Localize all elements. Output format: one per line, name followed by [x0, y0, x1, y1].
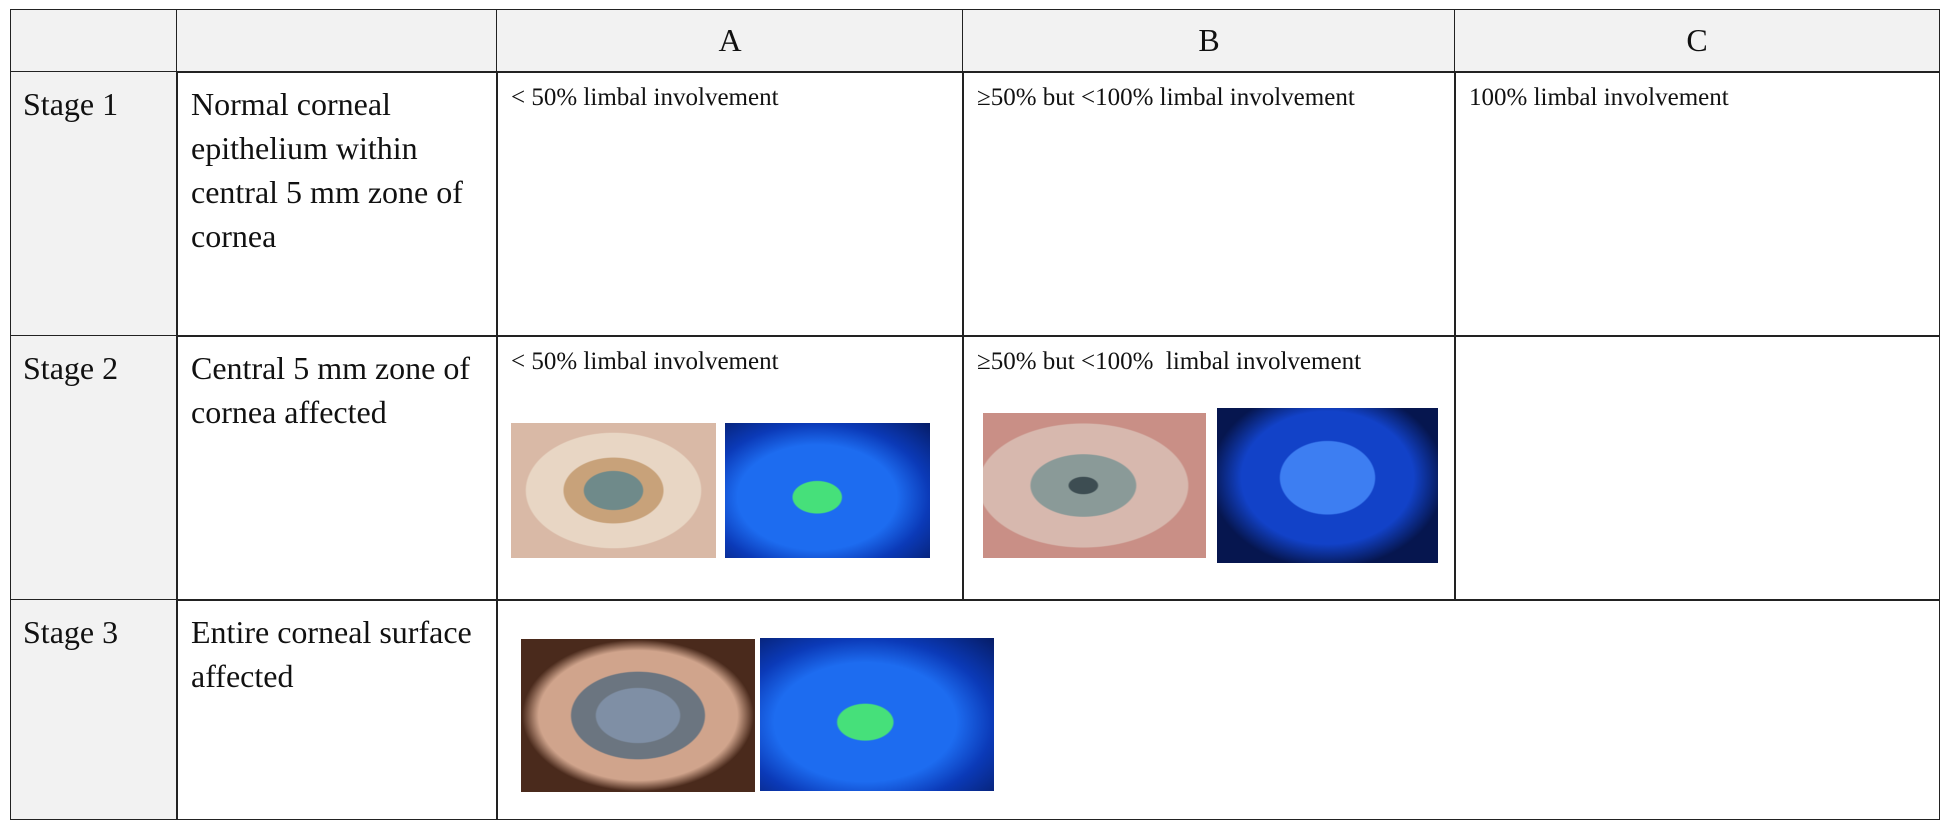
corner-cell [10, 9, 178, 73]
header-cell [176, 9, 498, 73]
header-cell: A [496, 9, 964, 73]
stage-label: Stage 3 [23, 614, 119, 650]
grade-cell: ≥50% but <100% limbal involvement [962, 71, 1456, 337]
grade-text: < 50% limbal involvement [511, 348, 779, 375]
column-header: C [1686, 22, 1708, 58]
stage-cell: Stage 3 [10, 599, 178, 820]
description-cell: Entire corneal surface affected [176, 599, 498, 820]
stage-label: Stage 2 [23, 350, 119, 386]
grade-cell [496, 599, 1940, 820]
description-cell: Normal corneal epithelium within central… [176, 71, 498, 337]
grade-cell: ≥50% but <100% limbal involvement [962, 335, 1456, 601]
grade-cell: < 50% limbal involvement [496, 335, 964, 601]
header-cell: C [1454, 9, 1940, 73]
eye-photo-fluorescein [760, 638, 994, 791]
grade-cell [1454, 335, 1940, 601]
grade-text: ≥50% but <100% limbal involvement [977, 348, 1362, 375]
grade-text: 100% limbal involvement [1469, 84, 1729, 111]
eye-photo [983, 413, 1206, 558]
eye-photo-fluorescein [1217, 408, 1438, 563]
grade-text: ≥50% but <100% limbal involvement [977, 84, 1355, 111]
header-cell: B [962, 9, 1456, 73]
grade-text: < 50% limbal involvement [511, 84, 779, 111]
eye-photo [511, 423, 716, 558]
stage-description: Entire corneal surface affected [191, 614, 480, 694]
column-header: A [718, 22, 742, 58]
stage-label: Stage 1 [23, 86, 119, 122]
stage-description: Central 5 mm zone of cornea affected [191, 350, 479, 430]
stage-cell: Stage 2 [10, 335, 178, 601]
stage-cell: Stage 1 [10, 71, 178, 337]
column-header: B [1198, 22, 1220, 58]
eye-photo [521, 639, 755, 792]
grade-cell: 100% limbal involvement [1454, 71, 1940, 337]
stage-description: Normal corneal epithelium within central… [191, 86, 471, 254]
eye-photo-fluorescein [725, 423, 930, 558]
description-cell: Central 5 mm zone of cornea affected [176, 335, 498, 601]
grade-cell: < 50% limbal involvement [496, 71, 964, 337]
